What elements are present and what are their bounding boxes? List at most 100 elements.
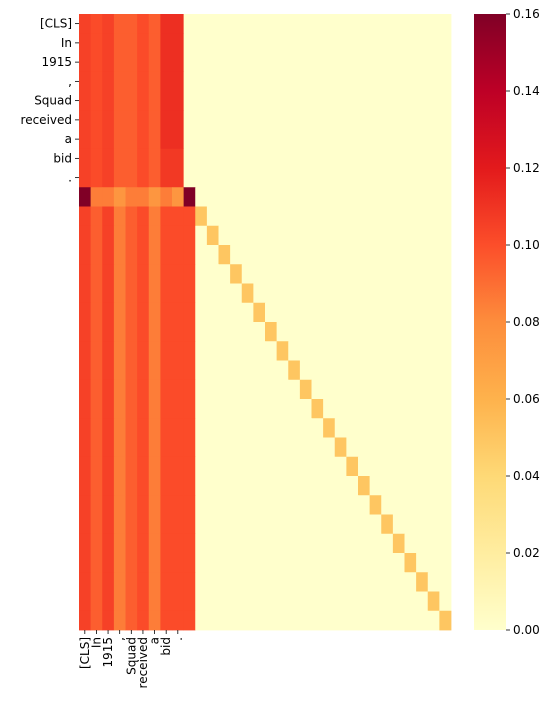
heatmap-cell (334, 514, 347, 535)
heatmap-cell (323, 264, 336, 284)
heatmap-cell (416, 572, 429, 592)
heatmap-cell (358, 110, 371, 130)
heatmap-cell (241, 187, 254, 207)
heatmap-cell (183, 418, 196, 438)
heatmap-cell (160, 553, 173, 573)
heatmap-cell (230, 71, 243, 92)
heatmap-cell (230, 225, 243, 246)
heatmap-cell (183, 33, 196, 53)
heatmap-cell (276, 399, 289, 419)
heatmap-cell (195, 206, 208, 227)
heatmap-cell (137, 591, 150, 612)
heatmap-cell (323, 495, 336, 515)
heatmap-cell (323, 14, 336, 34)
heatmap-cell (241, 553, 254, 573)
heatmap-cell (125, 495, 138, 515)
heatmap-cell (137, 33, 150, 53)
heatmap-cell (206, 476, 219, 496)
heatmap-cell (218, 591, 231, 612)
x-tick-label: received (136, 637, 150, 688)
heatmap-cell (358, 533, 371, 554)
heatmap-cell (416, 52, 429, 73)
heatmap-cell (230, 283, 243, 304)
heatmap-cell (323, 91, 336, 111)
heatmap-cell (183, 245, 196, 265)
heatmap-cell (230, 456, 243, 477)
heatmap-cell (241, 437, 254, 458)
heatmap-cell (102, 572, 115, 592)
heatmap-cell (323, 341, 336, 361)
heatmap-cell (125, 283, 138, 304)
heatmap-cell (404, 533, 417, 554)
heatmap-cell (311, 456, 324, 477)
heatmap-cell (358, 168, 371, 188)
heatmap-cell (113, 264, 126, 284)
heatmap-cell (311, 379, 324, 400)
heatmap-cell (172, 129, 185, 150)
heatmap-cell (148, 110, 161, 130)
heatmap-cell (195, 591, 208, 612)
colorbar: 0.00 0.02 0.04 0.06 0.08 0.10 0.12 0.14 0.16 (474, 7, 540, 637)
heatmap-cell (160, 456, 173, 477)
heatmap-cell (206, 91, 219, 111)
heatmap-cell (218, 572, 231, 592)
heatmap-cell (183, 91, 196, 111)
heatmap-cell (102, 91, 115, 111)
heatmap-cell (102, 437, 115, 458)
y-tick-label: , (68, 74, 72, 88)
heatmap-cell (195, 572, 208, 592)
heatmap-cell (102, 322, 115, 342)
heatmap-cell (404, 264, 417, 284)
heatmap-cell (253, 456, 266, 477)
heatmap-cell (311, 360, 324, 381)
heatmap-cell (381, 33, 394, 53)
x-tick-label: , (113, 637, 127, 641)
heatmap-cell (392, 322, 405, 342)
heatmap-cell (392, 129, 405, 150)
heatmap-cell (369, 514, 382, 535)
heatmap-cell (218, 610, 231, 631)
heatmap-cell (137, 399, 150, 419)
heatmap-cell (160, 399, 173, 419)
heatmap-cell (381, 283, 394, 304)
heatmap-cell (358, 225, 371, 246)
heatmap-cell (253, 591, 266, 612)
heatmap-cell (183, 360, 196, 381)
heatmap-cell (334, 399, 347, 419)
heatmap-cell (113, 476, 126, 496)
heatmap-cell (137, 264, 150, 284)
heatmap-cell (195, 283, 208, 304)
heatmap-cell (323, 399, 336, 419)
heatmap-cell (288, 514, 301, 535)
heatmap-cell (172, 91, 185, 111)
heatmap-cell (299, 572, 312, 592)
heatmap-cell (323, 52, 336, 73)
heatmap-cell (346, 129, 359, 150)
heatmap-cell (148, 283, 161, 304)
heatmap-cell (90, 456, 103, 477)
heatmap-cell (358, 360, 371, 381)
heatmap-cell (334, 283, 347, 304)
heatmap-cell (404, 514, 417, 535)
heatmap-cell (218, 495, 231, 515)
heatmap-cell (230, 264, 243, 284)
heatmap-cell (195, 71, 208, 92)
y-tick-label: a (65, 132, 72, 146)
heatmap-cell (323, 553, 336, 573)
heatmap-cell (346, 148, 359, 169)
heatmap-cell (288, 33, 301, 53)
heatmap-cell (416, 379, 429, 400)
heatmap-cell (79, 264, 92, 284)
heatmap-cell (299, 283, 312, 304)
heatmap-cell (265, 110, 278, 130)
heatmap-cell (241, 476, 254, 496)
heatmap-cell (288, 399, 301, 419)
heatmap-cell (148, 476, 161, 496)
heatmap-cell (160, 591, 173, 612)
heatmap-cell (392, 264, 405, 284)
heatmap-cell (358, 302, 371, 323)
heatmap-cell (265, 187, 278, 207)
heatmap-cell (90, 399, 103, 419)
heatmap-cell (392, 168, 405, 188)
heatmap-cell (241, 360, 254, 381)
